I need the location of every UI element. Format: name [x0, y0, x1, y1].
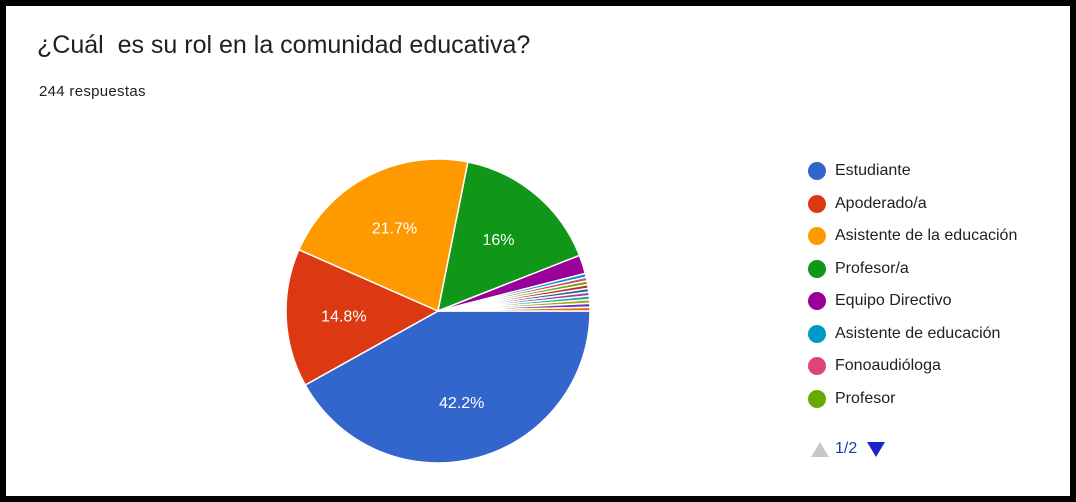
response-count: 244 respuestas: [39, 83, 146, 100]
legend-item: Equipo Directivo: [808, 285, 1017, 318]
legend-label: Asistente de la educación: [835, 227, 1018, 245]
legend-swatch: [808, 324, 826, 343]
legend-item: Asistente de la educación: [808, 220, 1017, 253]
question-title: ¿Cuál es su rol en la comunidad educativ…: [37, 31, 531, 59]
legend-swatch: [808, 389, 826, 408]
legend-label: Fonoaudióloga: [835, 357, 941, 375]
pie-slice[interactable]: [436, 161, 581, 313]
slice-data-label: 16%: [482, 232, 514, 249]
pie-slice[interactable]: [297, 158, 469, 313]
legend-swatch: [808, 259, 826, 278]
legend-label: Equipo Directivo: [835, 292, 952, 310]
legend-item: Asistente de educación: [808, 318, 1017, 351]
legend-prev-arrow-icon[interactable]: [811, 441, 829, 457]
slice-data-label: 42.2%: [439, 395, 484, 412]
legend-item: Profesor/a: [808, 253, 1017, 286]
legend-label: Asistente de educación: [835, 324, 1001, 342]
legend-item: Profesor: [808, 383, 1017, 416]
slice-data-label: 14.8%: [321, 308, 366, 325]
legend-swatch: [808, 162, 826, 181]
legend-item: Apoderado/a: [808, 188, 1017, 221]
legend-next-arrow-icon[interactable]: [867, 441, 886, 457]
legend-page-indicator: 1/2: [835, 440, 858, 457]
pie-slice[interactable]: [304, 310, 591, 464]
slice-data-label: 21.7%: [372, 220, 417, 237]
pie-slice[interactable]: [285, 248, 440, 387]
legend: Estudiante Apoderado/a Asistente de la e…: [808, 155, 1017, 415]
legend-label: Profesor: [835, 389, 896, 407]
legend-label: Profesor/a: [835, 259, 909, 277]
pie-slice[interactable]: [437, 306, 591, 312]
legend-swatch: [808, 357, 826, 376]
legend-swatch: [808, 227, 826, 246]
legend-pager: 1/2: [811, 440, 886, 458]
legend-item: Estudiante: [808, 155, 1017, 188]
legend-swatch: [808, 194, 826, 213]
legend-swatch: [808, 292, 826, 311]
legend-label: Apoderado/a: [835, 194, 927, 212]
legend-label: Estudiante: [835, 162, 911, 180]
legend-item: Fonoaudióloga: [808, 350, 1017, 383]
